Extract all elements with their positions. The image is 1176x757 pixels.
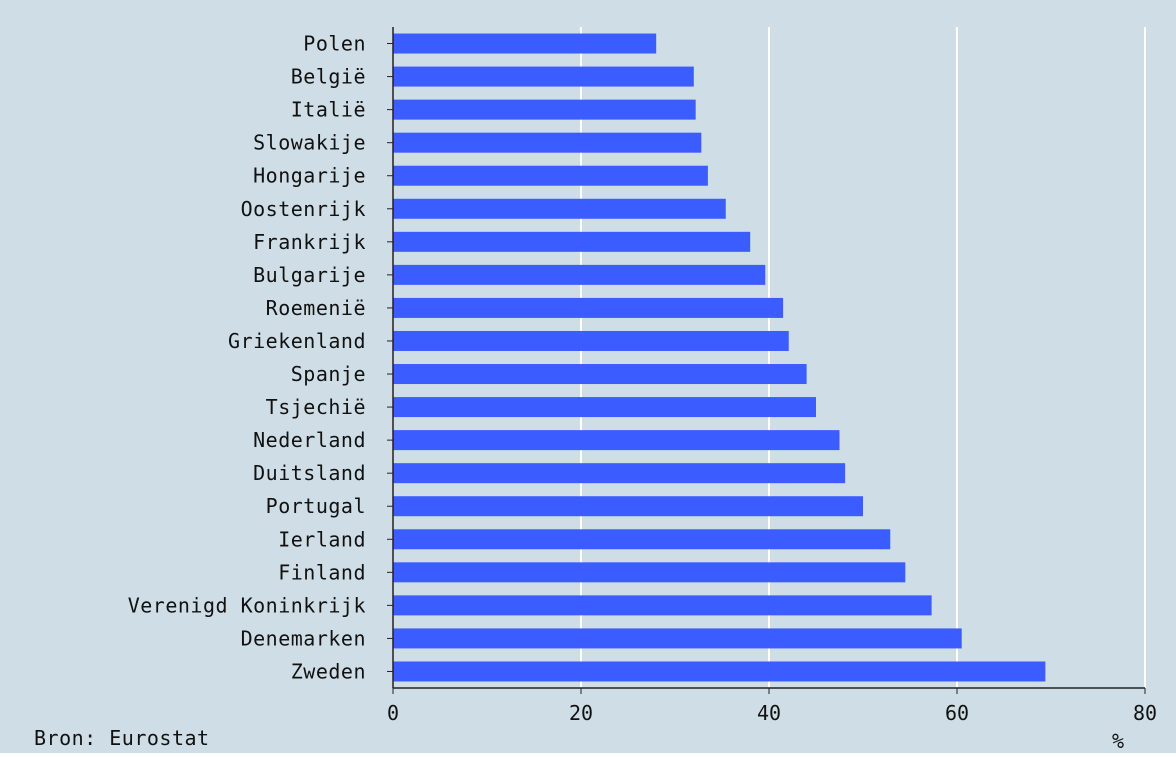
category-label: Polen [303, 32, 366, 56]
x-tick-label: 40 [757, 701, 781, 725]
category-label: Zweden [291, 659, 366, 683]
bar-6 [393, 198, 726, 219]
bar-18 [393, 595, 932, 616]
category-label: Finland [278, 560, 366, 584]
category-label: Tsjechië [266, 395, 366, 419]
category-label: Griekenland [228, 329, 366, 353]
bar-20 [393, 661, 1046, 682]
category-label: Frankrijk [253, 230, 366, 254]
bar-17 [393, 562, 906, 583]
category-label: Hongarije [253, 164, 366, 188]
category-label: Roemenië [266, 296, 366, 320]
x-tick-label: 60 [945, 701, 969, 725]
category-label: Verenigd Koninkrijk [128, 593, 366, 617]
category-label: Slowakije [253, 131, 366, 155]
bar-7 [393, 231, 751, 252]
category-label: Bulgarije [253, 263, 366, 287]
category-label: Duitsland [253, 461, 366, 485]
bar-4 [393, 132, 702, 153]
category-label: Denemarken [241, 626, 366, 650]
category-label: Oostenrijk [241, 197, 366, 221]
x-tick-label: 80 [1133, 701, 1157, 725]
category-label: Italië [291, 98, 366, 122]
bar-9 [393, 297, 784, 318]
bar-3 [393, 99, 696, 120]
bar-10 [393, 330, 789, 351]
x-tick-label: 0 [387, 701, 399, 725]
source-note: Bron: Eurostat [34, 726, 210, 750]
bar-12 [393, 397, 816, 418]
bar-8 [393, 264, 766, 285]
bar-2 [393, 66, 694, 87]
bar-13 [393, 430, 840, 451]
gridlines [580, 27, 1146, 688]
x-tick-label: 20 [569, 701, 593, 725]
category-label: Ierland [278, 527, 366, 551]
x-tick-labels: 0 20 40 60 80 [387, 701, 1157, 725]
x-unit-label: % [1112, 729, 1124, 753]
category-label: Portugal [266, 494, 366, 518]
bar-1 [393, 33, 657, 54]
bars [393, 33, 1046, 682]
axes [387, 27, 1146, 694]
category-labels: Polen België Italië Slowakije Hongarije Ooste… [128, 32, 366, 684]
bar-19 [393, 628, 962, 649]
category-label: Nederland [253, 428, 366, 452]
bar-11 [393, 364, 807, 385]
category-label: België [291, 65, 366, 89]
bar-14 [393, 463, 846, 484]
bar-16 [393, 529, 891, 550]
category-label: Spanje [291, 362, 366, 386]
bar-5 [393, 165, 708, 186]
bar-15 [393, 496, 863, 517]
